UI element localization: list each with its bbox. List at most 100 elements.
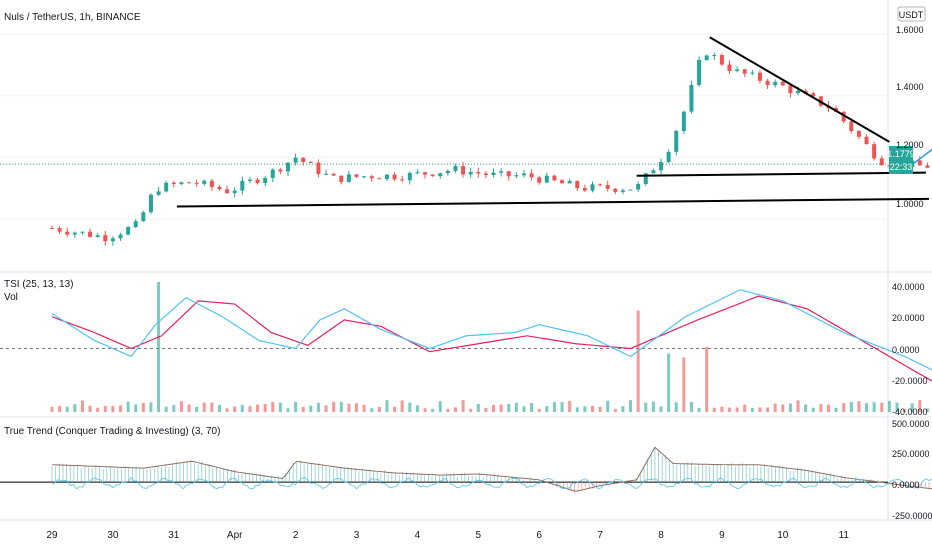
volume-bar — [781, 404, 785, 412]
candle-body — [202, 180, 207, 184]
candle-body — [636, 183, 641, 190]
candle-body — [841, 111, 846, 122]
candle-body — [88, 231, 93, 237]
candle-body — [773, 81, 778, 86]
currency-selector[interactable] — [897, 6, 926, 22]
projection-path[interactable] — [913, 37, 932, 169]
candle-body — [620, 190, 625, 192]
volume-bar — [750, 408, 754, 412]
candle-body — [270, 169, 275, 178]
trend-tick-label: 250.0000 — [892, 449, 930, 459]
candle-body — [544, 175, 549, 183]
time-axis-label: 29 — [46, 530, 58, 541]
volume-bar — [141, 402, 145, 412]
volume-bar — [233, 406, 237, 412]
time-axis-label: 6 — [536, 530, 542, 541]
lower-support-trendline[interactable] — [176, 197, 929, 208]
volume-bar — [705, 347, 709, 412]
candle-body — [765, 80, 770, 86]
candle-body — [57, 228, 62, 232]
tsi-title: TSI (25, 13, 13) — [4, 279, 73, 290]
candle-body — [567, 181, 572, 184]
volume-bar — [476, 403, 480, 412]
time-axis-label: 5 — [476, 530, 482, 541]
candle-body — [232, 190, 237, 194]
candle-body — [438, 173, 443, 177]
volume-bar — [651, 401, 655, 412]
candle-body — [552, 175, 557, 181]
volume-bar — [58, 406, 62, 412]
candle-body — [864, 136, 869, 145]
candle-body — [362, 176, 367, 178]
volume-bar — [263, 404, 267, 412]
volume-bar — [202, 402, 206, 412]
volume-bar — [758, 407, 762, 412]
candle-body — [613, 188, 618, 192]
volume-bar — [826, 404, 830, 412]
candle-body — [590, 184, 595, 191]
time-axis-label: 9 — [719, 530, 725, 541]
candle-body — [697, 60, 702, 85]
volume-bar — [484, 407, 488, 412]
candle-body — [377, 178, 382, 180]
volume-bar — [728, 407, 732, 412]
candle-body — [331, 173, 336, 176]
volume-bar — [469, 408, 473, 412]
trend-tick-label: 500.0000 — [892, 419, 930, 429]
candle-body — [423, 172, 428, 175]
candle-body — [308, 162, 313, 164]
volume-bar — [179, 401, 183, 412]
volume-bar — [50, 406, 54, 412]
candle-body — [651, 170, 656, 174]
volume-bar — [339, 401, 343, 412]
candle-body — [179, 182, 184, 185]
time-axis-label: 4 — [415, 530, 421, 541]
tsi-tick-label: -40.0000 — [892, 407, 928, 417]
volume-bar — [865, 403, 869, 412]
price-tick-label: 1.2000 — [896, 140, 924, 150]
resistance-trendline[interactable] — [709, 36, 890, 143]
candle-body — [95, 235, 100, 237]
volume-bar — [636, 310, 640, 412]
time-axis-label: 3 — [354, 530, 360, 541]
candle-body — [628, 189, 633, 191]
volume-bar — [552, 402, 556, 412]
candle-body — [917, 160, 922, 166]
candle-body — [392, 174, 397, 180]
volume-bar — [895, 402, 899, 412]
candle-body — [674, 131, 679, 152]
candle-body — [285, 162, 290, 172]
volume-bar — [240, 404, 244, 412]
candle-body — [742, 69, 747, 74]
volume-bar — [499, 404, 503, 412]
time-axis-label: 10 — [777, 530, 789, 541]
trend-tick-label: -250.0000 — [892, 511, 932, 521]
currency-label[interactable]: USDT — [899, 10, 924, 20]
volume-bar — [788, 403, 792, 412]
volume-bar — [309, 405, 313, 412]
volume-bar — [492, 404, 496, 412]
true-trend-pane — [0, 446, 932, 494]
volume-bar — [766, 407, 770, 412]
time-axis-label: 8 — [658, 530, 664, 541]
candle-body — [872, 144, 877, 159]
candle-body — [560, 180, 565, 184]
time-axis-label: 30 — [107, 530, 119, 541]
candle-body — [156, 191, 161, 195]
volume-bar — [408, 402, 412, 412]
candle-body — [187, 182, 192, 184]
candle-body — [346, 174, 351, 182]
volume-bar — [294, 401, 298, 412]
candle-body — [324, 173, 329, 175]
candle-body — [194, 182, 199, 184]
volume-bar — [530, 403, 534, 412]
candle-body — [666, 151, 671, 162]
upper-support-trendline[interactable] — [636, 171, 926, 177]
candle-body — [499, 171, 504, 173]
candle-body — [110, 238, 115, 242]
candle-body — [50, 228, 54, 230]
candle-body — [400, 179, 405, 181]
volume-bar — [545, 406, 549, 412]
candle-body — [255, 179, 260, 183]
